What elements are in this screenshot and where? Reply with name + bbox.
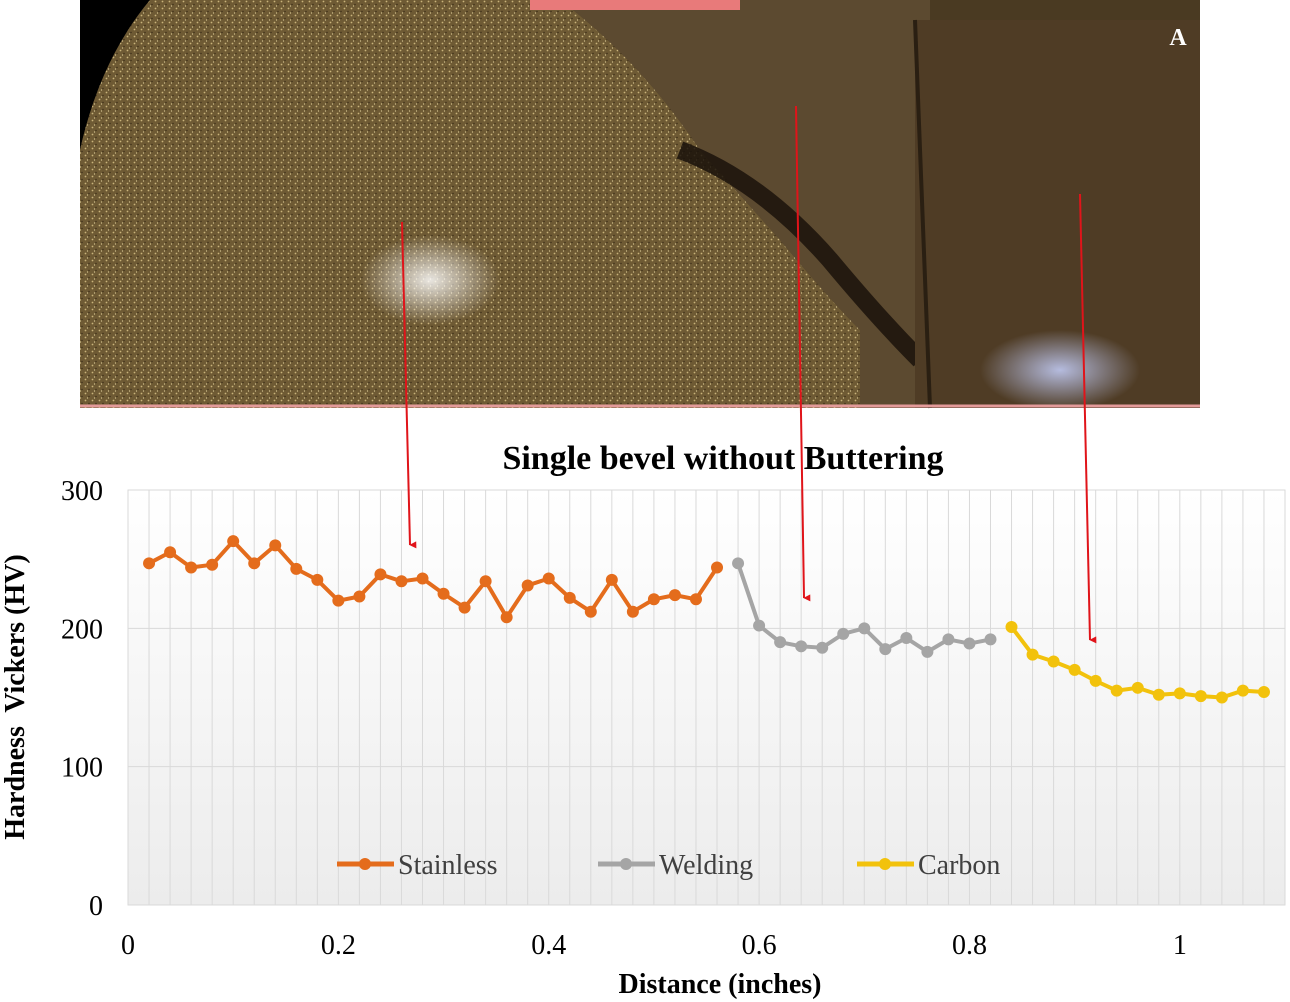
arrow-welding <box>795 105 811 602</box>
data-point-welding <box>984 633 997 646</box>
data-series <box>143 535 1270 704</box>
arrow-carbon <box>1079 193 1097 644</box>
data-point-carbon <box>1194 690 1207 703</box>
x-tick-label: 0.4 <box>531 930 566 961</box>
data-point-stainless <box>711 561 724 574</box>
weld-macrograph-image: A <box>80 0 1200 410</box>
data-point-stainless <box>542 572 555 585</box>
x-tick-label: 0 <box>121 930 135 961</box>
x-axis-label: Distance (inches) <box>619 969 822 1000</box>
data-point-carbon <box>1173 687 1186 700</box>
data-point-stainless <box>353 590 366 603</box>
y-tick-label: 0 <box>89 891 103 922</box>
region-arrows <box>401 105 1097 644</box>
weld-region <box>560 0 930 408</box>
legend-marker-carbon <box>879 858 891 870</box>
data-point-welding <box>753 619 766 632</box>
y-tick-label: 100 <box>61 753 103 784</box>
data-point-welding <box>963 637 976 650</box>
data-point-carbon <box>1152 688 1165 701</box>
x-tick-label: 0.6 <box>742 930 777 961</box>
legend-item-carbon: Carbon <box>857 850 1000 881</box>
legend-marker-stainless <box>359 858 371 870</box>
data-point-carbon <box>1047 655 1060 668</box>
stainless-region <box>80 0 860 408</box>
legend-label-welding: Welding <box>659 850 753 881</box>
data-point-carbon <box>1215 691 1228 704</box>
x-tick-label: 0.8 <box>952 930 987 961</box>
data-point-stainless <box>185 561 198 574</box>
data-point-stainless <box>311 573 324 586</box>
data-point-stainless <box>416 572 429 585</box>
data-point-stainless <box>437 587 450 600</box>
chart-title: Single bevel without Buttering <box>502 440 943 477</box>
data-point-stainless <box>521 579 534 592</box>
data-point-stainless <box>668 589 681 602</box>
data-point-carbon <box>1110 684 1123 697</box>
data-point-stainless <box>206 558 219 571</box>
data-point-stainless <box>248 557 261 570</box>
data-point-welding <box>732 557 745 570</box>
grid-lines <box>128 489 1285 906</box>
legend-label-carbon: Carbon <box>918 850 1000 881</box>
data-point-welding <box>942 633 955 646</box>
x-tick-label: 0.2 <box>321 930 356 961</box>
data-point-carbon <box>1131 681 1144 694</box>
data-point-carbon <box>1257 685 1270 698</box>
data-point-stainless <box>479 575 492 588</box>
data-point-carbon <box>1026 648 1039 661</box>
data-point-stainless <box>332 594 345 607</box>
data-point-welding <box>879 643 892 656</box>
y-tick-label: 200 <box>61 614 103 645</box>
data-point-stainless <box>374 568 387 581</box>
legend-label-stainless: Stainless <box>398 850 498 881</box>
data-point-carbon <box>1005 620 1018 633</box>
data-point-stainless <box>458 601 471 614</box>
plot-area <box>127 489 1286 906</box>
y-tick-label: 300 <box>61 476 103 507</box>
data-point-stainless <box>290 562 303 575</box>
data-point-stainless <box>626 605 639 618</box>
data-point-stainless <box>605 573 618 586</box>
y-axis-label: Hardness Vickers (HV) <box>0 554 31 839</box>
data-point-carbon <box>1236 684 1249 697</box>
legend-item-welding: Welding <box>598 850 753 881</box>
data-point-stainless <box>563 591 576 604</box>
x-tick-label: 1 <box>1173 930 1187 961</box>
data-point-stainless <box>395 575 408 588</box>
panel-label: A <box>1169 25 1187 51</box>
data-point-welding <box>921 645 934 658</box>
data-point-welding <box>858 622 871 635</box>
data-point-stainless <box>164 546 177 559</box>
arrow-stainless <box>401 221 417 549</box>
legend-item-stainless: Stainless <box>337 850 498 881</box>
series-line-stainless <box>148 539 719 620</box>
data-point-carbon <box>1068 663 1081 676</box>
data-point-stainless <box>689 593 702 606</box>
data-point-welding <box>816 641 829 654</box>
data-point-carbon <box>1089 674 1102 687</box>
axes: 0 100 200 300 0 0.2 0.4 0.6 0.8 1 <box>61 476 1187 961</box>
data-point-stainless <box>143 557 156 570</box>
data-point-stainless <box>269 539 282 552</box>
data-point-stainless <box>584 605 597 618</box>
hardness-chart: 0 100 200 300 0 0.2 0.4 0.6 0.8 1 Single bevel wi… <box>0 440 1286 1000</box>
legend-marker-welding <box>620 858 632 870</box>
data-point-welding <box>837 627 850 640</box>
data-point-stainless <box>227 535 240 548</box>
data-point-stainless <box>647 593 660 606</box>
data-point-welding <box>900 632 913 645</box>
legend: Stainless Welding Carbon <box>337 850 1000 881</box>
data-point-welding <box>795 640 808 653</box>
data-point-welding <box>774 636 787 649</box>
data-point-stainless <box>500 611 513 624</box>
